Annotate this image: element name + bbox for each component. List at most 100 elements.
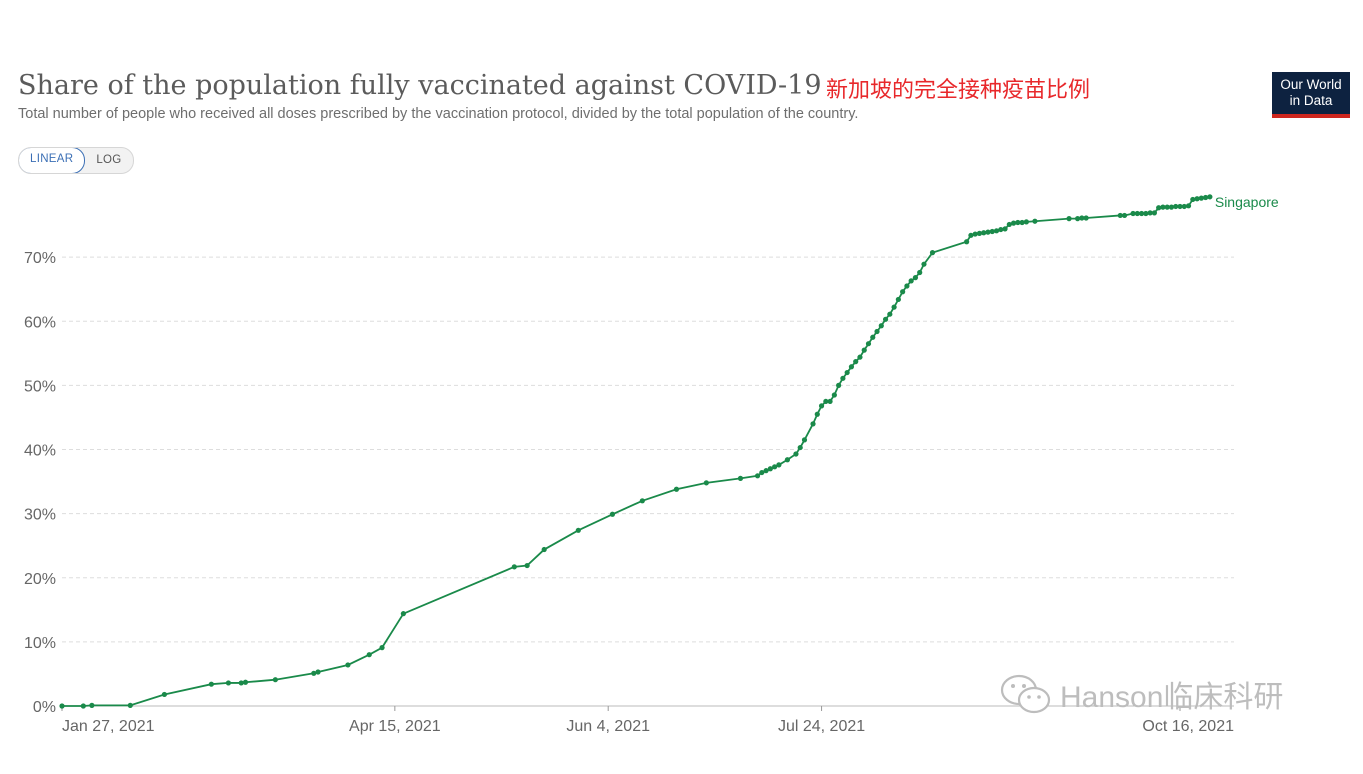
data-point (921, 261, 927, 267)
x-tick-label: Jun 4, 2021 (566, 718, 650, 735)
data-point (1147, 210, 1153, 216)
data-point (763, 468, 769, 474)
y-tick-label: 10% (24, 635, 56, 652)
data-point (797, 444, 803, 451)
data-point (772, 464, 778, 470)
data-point (882, 316, 889, 322)
data-point (511, 564, 517, 570)
data-point (1143, 210, 1149, 217)
watermark: Hanson临床科研 (1000, 672, 1283, 716)
data-point (968, 232, 974, 238)
linear-scale-button[interactable]: LINEAR (18, 148, 86, 173)
data-point (810, 421, 816, 427)
grid-lines (62, 256, 1234, 707)
data-point (541, 546, 547, 553)
data-point (272, 677, 278, 683)
data-point (161, 691, 168, 698)
data-point (878, 323, 884, 329)
y-tick-label: 0% (33, 699, 56, 716)
data-point (887, 311, 893, 317)
data-point (379, 645, 385, 651)
scale-toggle: LINEAR LOG (18, 147, 134, 174)
data-point (1168, 204, 1175, 210)
data-point (1074, 216, 1081, 222)
data-point (827, 398, 833, 405)
y-tick-label: 40% (24, 443, 56, 460)
data-point (1173, 203, 1179, 210)
data-point (870, 334, 876, 340)
data-point (1079, 215, 1085, 221)
data-point (861, 347, 867, 353)
data-point (801, 437, 808, 443)
data-point (1151, 210, 1157, 216)
data-point (242, 679, 249, 685)
owid-logo[interactable]: Our World in Data (1272, 72, 1350, 118)
data-point (814, 411, 820, 417)
logo-line-1: Our World (1280, 77, 1342, 92)
data-point (844, 369, 850, 376)
data-point (981, 230, 987, 236)
data-point (1134, 210, 1140, 217)
data-point (1130, 210, 1136, 217)
data-point (1185, 203, 1192, 209)
data-point (831, 392, 837, 398)
data-point (1066, 216, 1072, 222)
series-line (62, 195, 1211, 707)
data-point (208, 681, 214, 687)
chinese-annotation: 新加坡的完全接种疫苗比例 (826, 78, 1091, 103)
x-axis-ticks: Jan 27, 2021 Apr 15, 2021 Jun 4, 2021 Jul 2… (61, 706, 1234, 735)
data-point (865, 341, 872, 347)
data-point (59, 703, 65, 709)
data-point (345, 662, 351, 668)
data-point (1156, 205, 1162, 211)
x-tick-label: Jul 24, 2021 (778, 718, 865, 735)
data-point (989, 228, 995, 235)
data-point (1138, 210, 1145, 217)
data-point (848, 364, 855, 370)
data-point (225, 680, 232, 686)
data-point (1160, 204, 1166, 210)
data-point (823, 398, 829, 405)
data-point (1006, 221, 1012, 228)
data-point (964, 239, 970, 245)
data-point (575, 527, 581, 533)
data-point (904, 283, 910, 289)
data-point (993, 228, 1000, 234)
data-point (315, 669, 321, 675)
data-point (1032, 218, 1038, 224)
data-point (1121, 212, 1128, 219)
y-axis-ticks: 0% 10% 20% 30% 40% 50% 60% 70% (24, 250, 56, 716)
watermark-text: Hanson临床科研 (1060, 681, 1284, 714)
chart-subtitle: Total number of people who received all … (18, 106, 859, 122)
data-point (89, 702, 95, 708)
data-point (998, 226, 1004, 233)
x-tick-label: Jan 27, 2021 (62, 718, 155, 735)
data-point (1019, 219, 1025, 226)
data-point (784, 457, 791, 463)
data-point (853, 359, 859, 365)
data-point (609, 511, 616, 517)
data-point (1177, 203, 1183, 210)
data-point (912, 275, 919, 281)
data-point (703, 480, 709, 486)
series-group: Singapore (59, 194, 1279, 709)
data-point (1010, 220, 1017, 226)
data-point (1002, 226, 1008, 232)
y-tick-label: 60% (24, 314, 56, 331)
log-scale-button[interactable]: LOG (96, 154, 122, 166)
data-point (1207, 194, 1213, 200)
data-point (767, 466, 773, 472)
data-point (908, 278, 914, 284)
data-point (366, 652, 372, 658)
data-point (895, 296, 901, 303)
data-point (985, 229, 991, 235)
data-point (673, 486, 680, 492)
data-point (1181, 203, 1187, 210)
x-tick-label: Oct 16, 2021 (1142, 718, 1234, 735)
data-point (1198, 195, 1204, 201)
data-point (1023, 219, 1029, 225)
data-point (857, 354, 863, 360)
wechat-icon (1000, 674, 1051, 714)
data-point (840, 375, 846, 381)
